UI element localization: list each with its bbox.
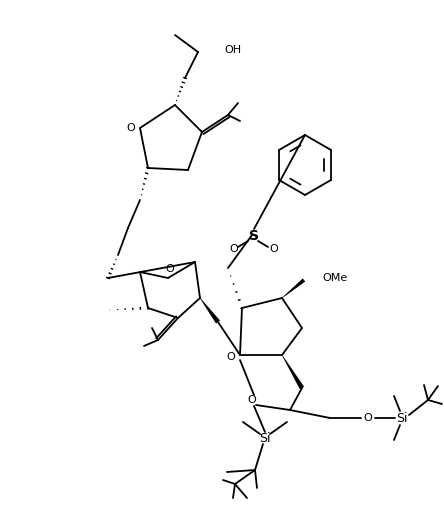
Text: O: O (166, 264, 174, 274)
Text: O: O (226, 352, 235, 362)
Text: OH: OH (224, 45, 241, 55)
Polygon shape (200, 298, 220, 324)
Polygon shape (282, 355, 304, 389)
Text: OMe: OMe (322, 273, 347, 283)
Text: O: O (364, 413, 373, 423)
Text: O: O (127, 123, 135, 133)
Text: O: O (270, 244, 278, 254)
Text: Si: Si (259, 432, 271, 444)
Text: Si: Si (396, 412, 408, 424)
Text: O: O (230, 244, 238, 254)
Text: S: S (249, 229, 259, 243)
Polygon shape (282, 279, 305, 298)
Text: O: O (248, 395, 256, 405)
